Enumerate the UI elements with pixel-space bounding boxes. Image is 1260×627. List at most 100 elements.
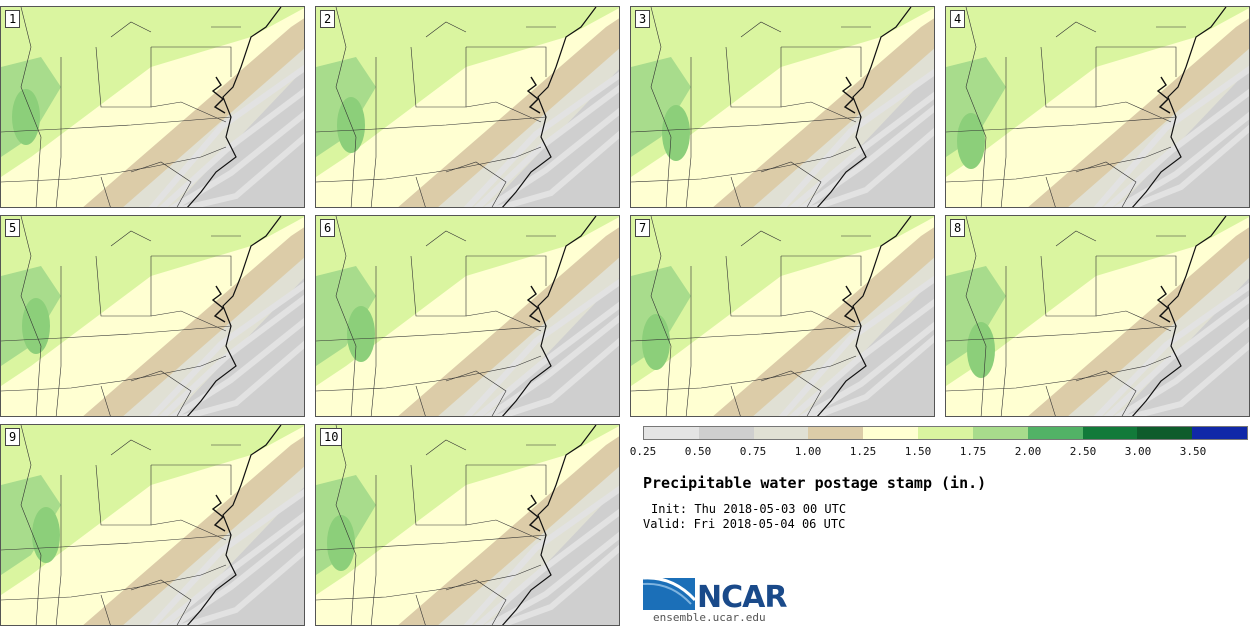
pw-map	[631, 7, 934, 207]
ocean-streak	[148, 488, 304, 625]
state-border	[760, 370, 822, 416]
coastline	[186, 216, 282, 416]
ocean-streak	[1124, 124, 1249, 207]
chesapeake-bay	[211, 285, 226, 323]
logo-url: ensemble.ucar.edu	[653, 611, 766, 624]
state-border	[466, 464, 547, 495]
colorbar-swatch	[918, 427, 973, 439]
state-border	[445, 370, 507, 416]
state-border	[130, 161, 192, 207]
ocean-streak	[148, 281, 304, 416]
state-border	[946, 146, 1172, 183]
state-border	[335, 216, 357, 416]
state-border	[1096, 46, 1177, 77]
state-border	[20, 7, 42, 207]
chesapeake-bay	[841, 285, 856, 323]
coastline	[1131, 216, 1227, 416]
colorbar-ticks: 0.25 0.50 0.75 1.00 1.25 1.50 1.75 2.00 2.50 3.00…	[630, 445, 1260, 459]
pw-map	[946, 7, 1249, 207]
pw-map	[631, 216, 934, 416]
pw-max-blob	[327, 515, 355, 571]
ocean-streak	[148, 64, 304, 207]
ocean-streak	[789, 298, 934, 416]
pw-band	[1, 216, 304, 386]
state-border	[685, 266, 692, 416]
colorbar-tick: 2.50	[1069, 445, 1097, 458]
coastline	[816, 216, 912, 416]
pw-max-blob	[967, 322, 995, 378]
state-border	[781, 255, 862, 286]
postage-stamp-panel: 1	[0, 6, 305, 208]
colorbar-tick: 1.75	[959, 445, 987, 458]
state-border	[100, 176, 111, 207]
ocean-streak	[169, 110, 304, 207]
state-border	[151, 464, 232, 495]
pw-max-blob	[22, 298, 50, 354]
colorbar-tick: 3.00	[1124, 445, 1152, 458]
state-border	[965, 216, 987, 416]
ncar-logo-icon	[643, 576, 697, 610]
state-border	[415, 176, 426, 207]
ocean-streak	[1125, 341, 1249, 416]
pw-band	[631, 57, 691, 157]
state-border	[316, 325, 547, 342]
state-border	[1000, 266, 1007, 416]
chesapeake-bay	[526, 494, 541, 532]
state-border	[650, 7, 672, 207]
state-border	[725, 255, 782, 317]
state-border	[370, 475, 377, 625]
postage-stamp-panel: 3	[630, 6, 935, 208]
coastline	[501, 425, 597, 625]
ocean-streak	[463, 485, 619, 625]
ocean-streak	[474, 301, 619, 416]
state-border	[150, 101, 227, 123]
state-border	[631, 116, 862, 133]
state-border	[100, 594, 111, 625]
state-border	[316, 355, 542, 392]
member-label: 7	[635, 219, 651, 237]
pw-max-blob	[12, 89, 40, 145]
state-border	[1, 534, 232, 551]
colorbar-swatch	[1137, 427, 1193, 439]
state-border	[1055, 21, 1097, 38]
colorbar-tick: 1.00	[794, 445, 822, 458]
postage-stamp-panel: 4	[945, 6, 1250, 208]
pw-max-blob	[662, 105, 690, 161]
state-border	[316, 534, 547, 551]
state-border	[110, 21, 152, 38]
state-border	[1055, 230, 1097, 247]
state-border	[110, 439, 152, 456]
ocean-streak	[494, 544, 619, 625]
state-border	[1, 146, 227, 183]
pw-band	[316, 266, 376, 366]
chesapeake-bay	[526, 76, 541, 114]
pw-map	[316, 425, 619, 625]
state-border	[151, 46, 232, 77]
colorbar-tick: 0.25	[629, 445, 657, 458]
state-border	[1, 116, 232, 133]
pw-map	[1, 7, 304, 207]
chesapeake-bay	[1156, 76, 1171, 114]
state-border	[650, 216, 672, 416]
pw-band	[316, 425, 619, 595]
init-time: Init: Thu 2018-05-03 00 UTC	[651, 502, 847, 516]
colorbar-tick: 0.75	[739, 445, 767, 458]
state-border	[335, 425, 357, 625]
pw-max-blob	[347, 306, 375, 362]
pw-band	[631, 216, 934, 386]
state-border	[316, 564, 542, 601]
colorbar-swatch	[808, 427, 864, 439]
pw-band	[631, 7, 934, 177]
ocean-streak	[1103, 295, 1249, 416]
state-border	[150, 519, 227, 541]
ocean-streak	[180, 133, 304, 207]
chesapeake-bay	[211, 76, 226, 114]
state-border	[20, 216, 42, 416]
state-border	[465, 310, 542, 332]
state-border	[95, 464, 152, 526]
state-border	[95, 46, 152, 108]
ocean-streak	[158, 87, 304, 207]
pw-band	[1, 7, 304, 177]
ocean-streak	[169, 317, 304, 416]
ocean-streak	[463, 71, 619, 207]
